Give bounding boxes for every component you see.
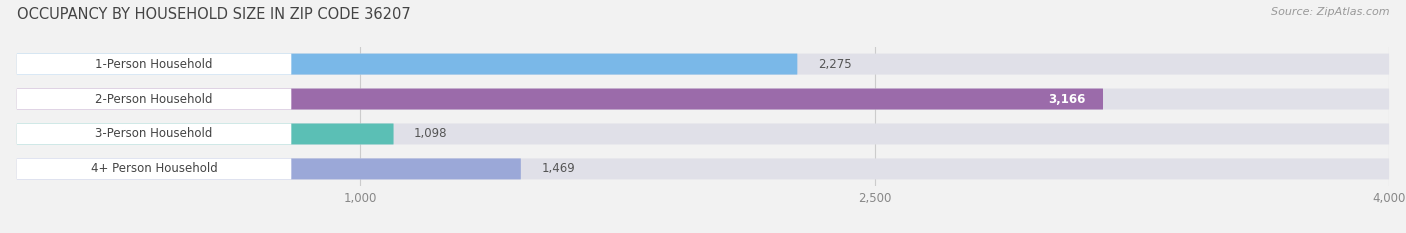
Text: OCCUPANCY BY HOUSEHOLD SIZE IN ZIP CODE 36207: OCCUPANCY BY HOUSEHOLD SIZE IN ZIP CODE … xyxy=(17,7,411,22)
FancyBboxPatch shape xyxy=(17,158,291,179)
FancyBboxPatch shape xyxy=(17,54,1389,75)
Text: 4+ Person Household: 4+ Person Household xyxy=(91,162,218,175)
Text: 1,469: 1,469 xyxy=(541,162,575,175)
Text: 2,275: 2,275 xyxy=(818,58,852,71)
FancyBboxPatch shape xyxy=(17,89,291,110)
Text: 1-Person Household: 1-Person Household xyxy=(96,58,212,71)
Text: 3,166: 3,166 xyxy=(1049,93,1085,106)
FancyBboxPatch shape xyxy=(17,158,1389,179)
Text: 3-Person Household: 3-Person Household xyxy=(96,127,212,140)
FancyBboxPatch shape xyxy=(17,123,394,144)
FancyBboxPatch shape xyxy=(17,54,291,75)
Text: 1,098: 1,098 xyxy=(415,127,447,140)
FancyBboxPatch shape xyxy=(17,89,1104,110)
FancyBboxPatch shape xyxy=(17,54,797,75)
FancyBboxPatch shape xyxy=(17,158,520,179)
FancyBboxPatch shape xyxy=(17,123,291,144)
Text: Source: ZipAtlas.com: Source: ZipAtlas.com xyxy=(1271,7,1389,17)
Text: 2-Person Household: 2-Person Household xyxy=(96,93,212,106)
FancyBboxPatch shape xyxy=(17,89,1389,110)
FancyBboxPatch shape xyxy=(17,123,1389,144)
